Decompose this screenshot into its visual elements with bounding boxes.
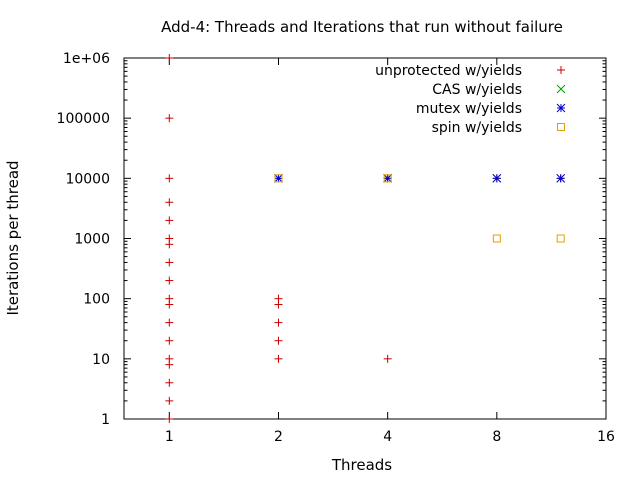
legend-label: mutex w/yields (416, 101, 522, 117)
legend-marker (557, 66, 565, 74)
legend: unprotected w/yields CAS w/yields mutex w/… (375, 63, 566, 136)
point-series-0 (165, 354, 174, 363)
y-tick-label: 1e+06 (63, 51, 110, 67)
point-series-0 (165, 216, 174, 225)
legend-marker (557, 123, 565, 131)
point-series-0 (165, 54, 174, 62)
y-tick-label: 100 (83, 292, 110, 308)
point-series-0 (165, 174, 174, 183)
x-axis-label: Threads (331, 456, 392, 474)
point-series-0 (165, 336, 174, 345)
point-series-0 (274, 294, 283, 303)
axes: 1 2 4 8 16 1 10 100 1000 10000 100000 1e+06 (57, 51, 615, 445)
y-tick-label: 10000 (65, 171, 110, 187)
point-series-2 (556, 173, 566, 183)
legend-label: spin w/yields (432, 120, 522, 136)
data-points (165, 54, 566, 423)
point-series-0 (165, 396, 174, 405)
x-tick-label: 8 (492, 429, 501, 445)
point-series-0 (165, 234, 174, 243)
y-tick-label: 100000 (57, 111, 110, 127)
point-series-0 (383, 354, 392, 363)
point-series-0 (274, 336, 283, 345)
legend-label: unprotected w/yields (375, 63, 522, 79)
point-series-0 (165, 378, 174, 387)
point-series-3 (383, 174, 392, 183)
point-series-2 (274, 173, 283, 183)
point-series-2 (492, 173, 502, 183)
x-tick-label: 16 (597, 429, 615, 445)
plot-frame (123, 57, 607, 420)
point-series-0 (165, 318, 174, 327)
point-series-2 (383, 173, 393, 183)
point-series-3 (556, 234, 565, 243)
point-series-0 (165, 294, 174, 303)
legend-label: CAS w/yields (432, 82, 522, 98)
point-series-3 (274, 174, 283, 183)
point-series-3 (492, 234, 501, 243)
y-axis-label: Iterations per thread (4, 160, 22, 315)
legend-marker (556, 103, 566, 113)
x-tick-label: 2 (274, 429, 283, 445)
point-series-0 (165, 114, 174, 123)
y-tick-label: 1000 (74, 232, 110, 248)
point-series-0 (165, 415, 174, 423)
point-series-0 (165, 276, 174, 285)
y-tick-label: 1 (101, 412, 110, 428)
point-series-0 (274, 318, 283, 327)
point-series-0 (165, 198, 174, 207)
legend-marker (556, 84, 566, 94)
x-tick-label: 1 (165, 429, 174, 445)
chart-title: Add-4: Threads and Iterations that run w… (161, 18, 563, 36)
point-series-0 (165, 258, 174, 267)
y-tick-label: 10 (92, 352, 110, 368)
point-series-0 (274, 354, 283, 363)
x-tick-label: 4 (383, 429, 392, 445)
